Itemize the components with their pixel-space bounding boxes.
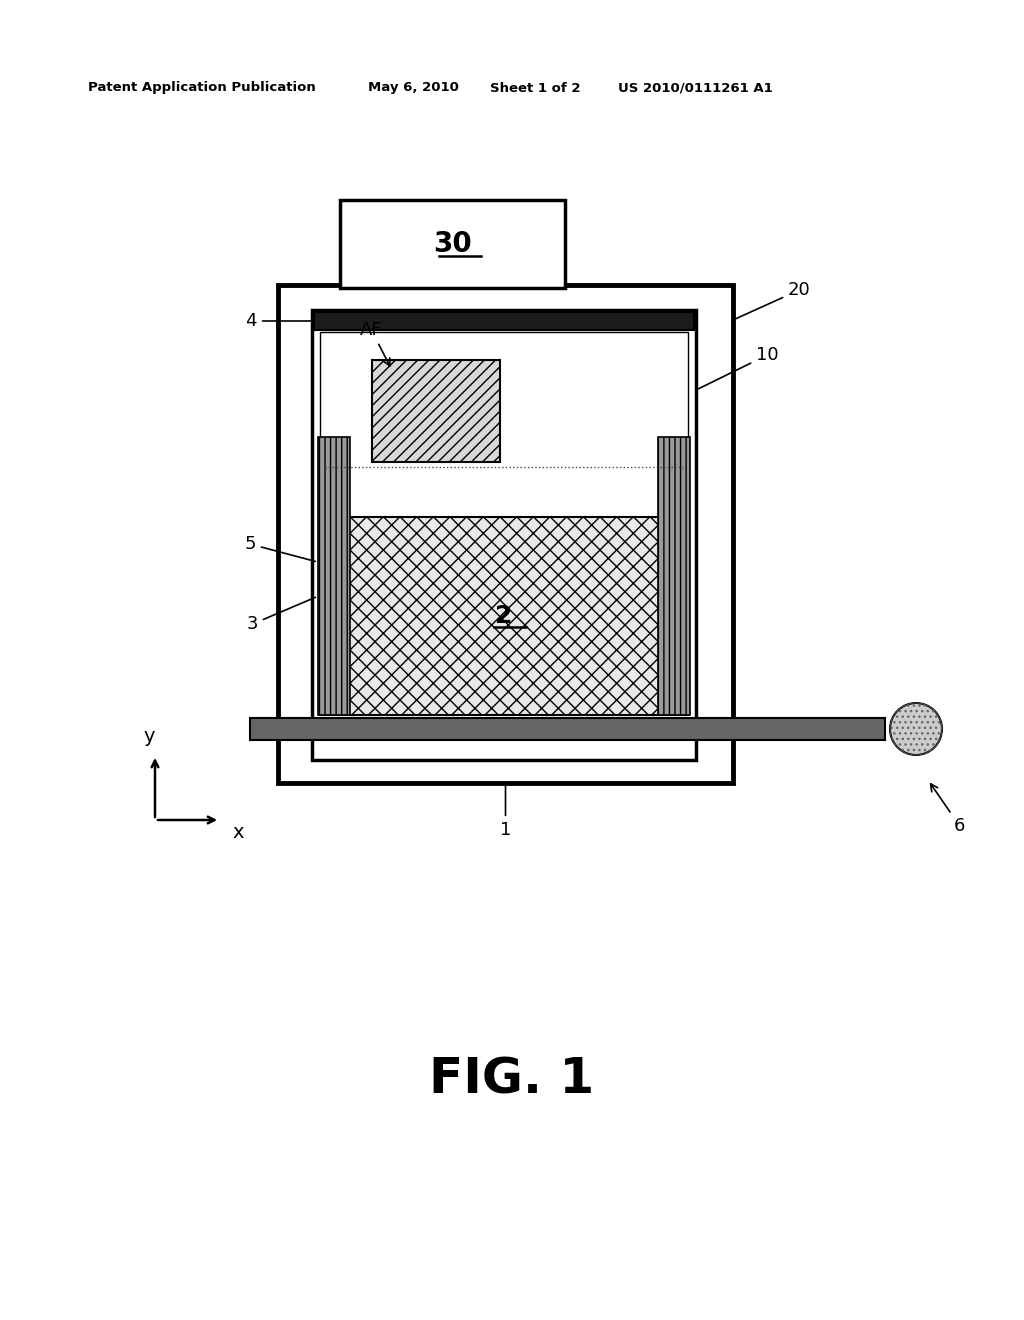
Text: FIG. 1: FIG. 1 [429,1056,595,1104]
Text: 20: 20 [735,281,811,319]
Text: 10: 10 [698,346,778,389]
Bar [250,718,885,741]
Text: Patent Application Publication: Patent Application Publication [88,82,315,95]
Text: x: x [232,822,244,842]
Bar [319,517,688,715]
Text: 5: 5 [245,535,315,561]
Text: 6: 6 [931,784,966,836]
Text: 3: 3 [247,597,315,634]
Text: May 6, 2010: May 6, 2010 [368,82,459,95]
Text: 1: 1 [500,785,511,840]
Text: 2: 2 [496,605,513,628]
Bar [312,310,696,760]
Bar [278,285,733,783]
Bar [340,201,565,288]
Bar [372,360,500,462]
Text: 30: 30 [433,230,472,257]
Bar [658,437,690,715]
Text: US 2010/0111261 A1: US 2010/0111261 A1 [618,82,773,95]
Text: Sheet 1 of 2: Sheet 1 of 2 [490,82,581,95]
Bar [314,312,694,330]
Text: y: y [143,727,155,747]
Text: 4: 4 [246,312,311,330]
Bar [318,437,350,715]
Bar [319,333,688,517]
Circle shape [890,704,942,755]
Text: AF: AF [360,321,390,366]
